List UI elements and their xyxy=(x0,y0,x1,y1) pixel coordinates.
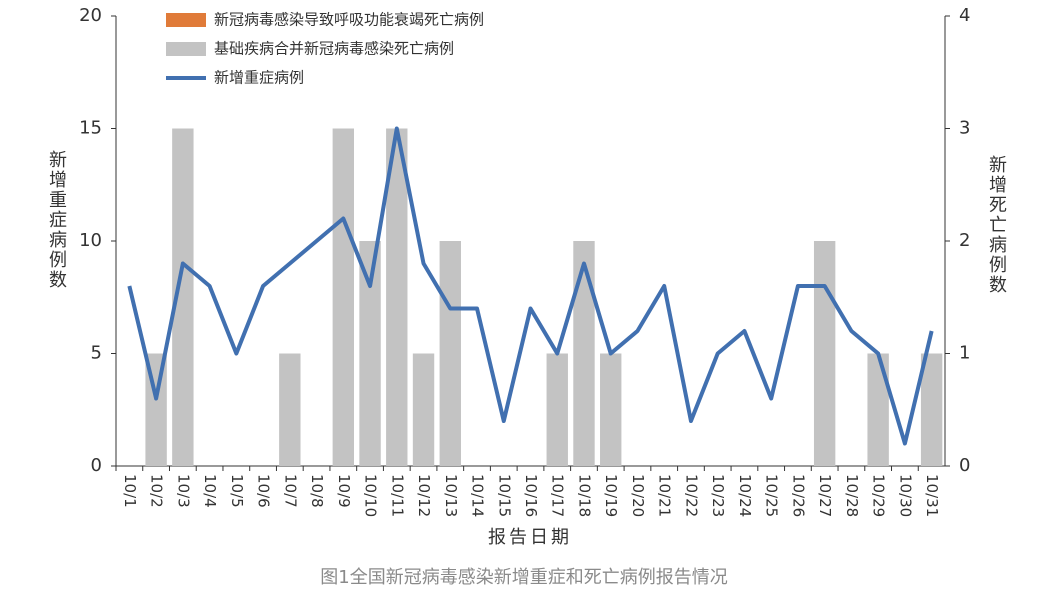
bar xyxy=(920,353,943,466)
bar xyxy=(546,353,568,466)
bar xyxy=(386,128,408,466)
x-tick-label: 10/27 xyxy=(816,474,834,517)
y2-axis-title: 新增死亡病例数 xyxy=(986,155,1007,295)
x-tick-label: 10/10 xyxy=(362,474,380,517)
bar xyxy=(867,353,889,466)
x-tick-label: 10/25 xyxy=(763,474,781,517)
x-tick-label: 10/2 xyxy=(148,474,166,508)
x-tick-label: 10/26 xyxy=(789,474,807,517)
x-tick-label: 10/3 xyxy=(174,474,192,508)
x-tick-label: 10/11 xyxy=(388,474,406,517)
x-tick-label: 10/8 xyxy=(308,474,326,508)
y2-tick-label: 2 xyxy=(959,230,970,251)
bar xyxy=(813,241,836,466)
x-tick-label: 10/13 xyxy=(442,474,460,517)
y2-tick-label: 4 xyxy=(959,5,970,26)
x-tick-label: 10/30 xyxy=(896,474,914,517)
x-tick-label: 10/1 xyxy=(121,474,139,508)
caption: 图1全国新冠病毒感染新增重症和死亡病例报告情况 xyxy=(320,567,727,588)
y-tick-label: 0 xyxy=(91,455,102,476)
x-tick-label: 10/7 xyxy=(281,474,299,508)
x-tick-label: 10/18 xyxy=(575,474,593,517)
bar xyxy=(279,353,301,466)
y-tick-label: 10 xyxy=(79,230,102,251)
x-tick-label: 10/24 xyxy=(736,474,754,517)
y-tick-label: 15 xyxy=(79,118,102,139)
bar xyxy=(412,353,435,466)
x-tick-label: 10/19 xyxy=(602,474,620,517)
bar xyxy=(573,241,595,466)
x-tick-label: 10/4 xyxy=(201,474,219,508)
x-tick-label: 10/21 xyxy=(656,474,674,517)
legend-swatch xyxy=(166,42,206,56)
x-tick-label: 10/31 xyxy=(923,474,941,517)
x-tick-label: 10/14 xyxy=(469,474,487,517)
x-tick-label: 10/6 xyxy=(255,474,273,508)
x-tick-label: 10/17 xyxy=(549,474,567,517)
legend-swatch xyxy=(166,13,206,27)
y2-tick-label: 1 xyxy=(959,343,970,364)
y2-tick-label: 3 xyxy=(959,118,970,139)
x-tick-label: 10/29 xyxy=(870,474,888,517)
bar xyxy=(359,241,381,466)
x-tick-label: 10/15 xyxy=(495,474,513,517)
y2-tick-label: 0 xyxy=(959,455,970,476)
x-tick-label: 10/12 xyxy=(415,474,433,517)
legend-label: 基础疾病合并新冠病毒感染死亡病例 xyxy=(214,40,454,58)
legend-label: 新冠病毒感染导致呼吸功能衰竭死亡病例 xyxy=(214,11,484,29)
x-tick-label: 10/28 xyxy=(843,474,861,517)
y-tick-label: 5 xyxy=(91,343,102,364)
bar xyxy=(172,128,194,466)
x-tick-label: 10/20 xyxy=(629,474,647,517)
y-tick-label: 20 xyxy=(79,5,102,26)
x-tick-label: 10/5 xyxy=(228,474,246,508)
y-axis-title: 新增重症病例数 xyxy=(46,150,67,290)
bar xyxy=(439,241,461,466)
x-tick-label: 10/9 xyxy=(335,474,353,508)
x-axis-title: 报告日期 xyxy=(488,527,572,548)
legend-label: 新增重症病例 xyxy=(214,69,304,87)
x-tick-label: 10/23 xyxy=(709,474,727,517)
bar xyxy=(600,353,622,466)
bar xyxy=(332,128,355,466)
x-tick-label: 10/16 xyxy=(522,474,540,517)
line xyxy=(127,126,934,446)
x-tick-label: 10/22 xyxy=(682,474,700,517)
